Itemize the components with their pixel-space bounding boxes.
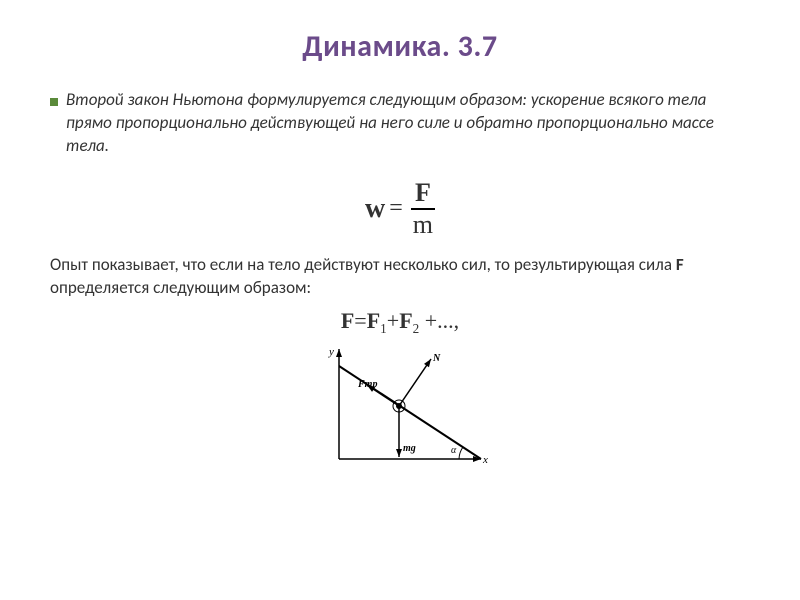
sum-t2: F bbox=[399, 308, 412, 333]
svg-text:Fтр: Fтр bbox=[357, 379, 377, 390]
sum-plus1: + bbox=[387, 308, 399, 333]
bullet-item: Второй закон Ньютона формулируется следу… bbox=[50, 89, 750, 158]
sum-lhs: F bbox=[341, 308, 354, 333]
formula-sum: F=F1+F2 +..., bbox=[50, 308, 750, 337]
svg-text:mg: mg bbox=[403, 443, 416, 454]
formula-numerator: F bbox=[413, 178, 433, 208]
formula-lhs: w bbox=[365, 193, 385, 224]
formula-fraction: Fm bbox=[411, 178, 435, 240]
svg-text:N: N bbox=[432, 353, 441, 364]
paragraph-2: Опыт показывает, что если на тело действ… bbox=[50, 254, 750, 300]
svg-text:x: x bbox=[482, 454, 488, 466]
slide-title: Динамика. 3.7 bbox=[50, 28, 750, 65]
formula-main: w= Fm bbox=[50, 178, 750, 240]
paragraph-1: Второй закон Ньютона формулируется следу… bbox=[66, 89, 750, 158]
incline-force-diagram: x y α N Fтр mg bbox=[313, 341, 488, 471]
sum-t1-sub: 1 bbox=[380, 321, 387, 336]
svg-text:α: α bbox=[451, 445, 457, 456]
sum-eq: = bbox=[354, 308, 366, 333]
paragraph-2-bold: F bbox=[676, 254, 684, 275]
slide: Динамика. 3.7 Второй закон Ньютона форму… bbox=[0, 0, 800, 600]
formula-denominator: m bbox=[411, 210, 435, 240]
sum-t1: F bbox=[367, 308, 380, 333]
svg-text:y: y bbox=[328, 346, 334, 358]
bullet-square-icon bbox=[50, 98, 58, 106]
paragraph-2-prefix: Опыт показывает, что если на тело действ… bbox=[50, 254, 676, 275]
sum-tail: +..., bbox=[419, 308, 459, 333]
formula-eq: = bbox=[389, 195, 403, 221]
paragraph-2-suffix: определяется следующим образом: bbox=[50, 277, 311, 298]
